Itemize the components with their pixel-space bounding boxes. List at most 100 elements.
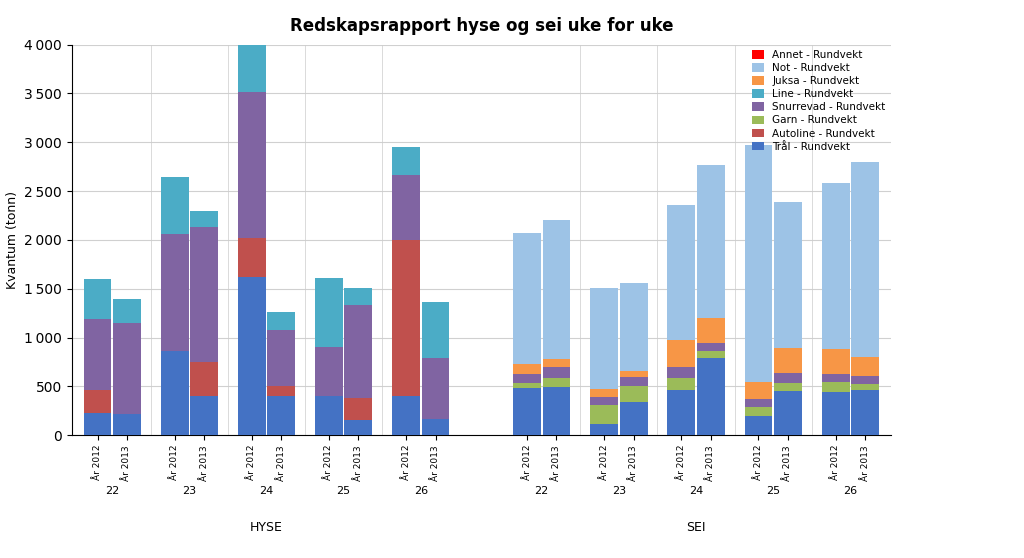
Bar (267, 396, 295, 435)
Text: 26: 26 (843, 486, 857, 496)
Bar (744, 399, 772, 407)
Bar (238, 39, 266, 92)
Bar (744, 382, 772, 399)
Text: HYSE: HYSE (250, 521, 283, 534)
Bar (590, 389, 618, 397)
Text: 26: 26 (414, 486, 428, 496)
Bar (190, 210, 218, 227)
Text: 24: 24 (259, 486, 273, 496)
Text: 25: 25 (337, 486, 351, 496)
Bar (190, 227, 218, 362)
Bar (668, 205, 695, 339)
Text: SEI: SEI (686, 521, 706, 534)
Bar (590, 288, 618, 389)
Bar (392, 175, 420, 240)
Bar (774, 373, 802, 383)
Text: 25: 25 (766, 486, 780, 496)
Bar (238, 238, 266, 277)
Bar (113, 299, 141, 323)
Text: 23: 23 (182, 486, 197, 496)
Text: 24: 24 (689, 486, 703, 496)
Bar (851, 376, 879, 384)
Bar (513, 364, 541, 374)
Bar (238, 92, 266, 238)
Bar (113, 414, 141, 435)
Bar (774, 383, 802, 391)
Bar (590, 425, 618, 435)
Bar (84, 279, 112, 319)
Bar (696, 165, 725, 318)
Bar (821, 374, 850, 382)
Bar (696, 352, 725, 358)
Bar (774, 348, 802, 373)
Bar (543, 367, 570, 378)
Bar (620, 377, 647, 386)
Bar (422, 302, 450, 358)
Bar (620, 402, 647, 435)
Bar (315, 396, 343, 435)
Bar (161, 234, 188, 352)
Bar (851, 391, 879, 435)
Bar (161, 352, 188, 435)
Bar (590, 397, 618, 405)
Bar (84, 391, 112, 413)
Bar (422, 358, 450, 418)
Bar (590, 405, 618, 425)
Bar (392, 147, 420, 175)
Bar (84, 319, 112, 391)
Bar (513, 374, 541, 383)
Bar (543, 359, 570, 367)
Bar (422, 418, 450, 435)
Bar (513, 388, 541, 435)
Text: 23: 23 (611, 486, 626, 496)
Bar (821, 382, 850, 392)
Bar (161, 177, 188, 234)
Bar (113, 323, 141, 414)
Bar (851, 162, 879, 357)
Bar (696, 343, 725, 352)
Title: Redskapsrapport hyse og sei uke for uke: Redskapsrapport hyse og sei uke for uke (290, 17, 673, 35)
Bar (84, 413, 112, 435)
Bar (821, 392, 850, 435)
Text: 22: 22 (105, 486, 120, 496)
Bar (392, 240, 420, 396)
Bar (851, 357, 879, 376)
Bar (696, 318, 725, 344)
Bar (392, 396, 420, 435)
Bar (190, 396, 218, 435)
Bar (620, 371, 647, 377)
Bar (744, 145, 772, 382)
Bar (267, 330, 295, 386)
Bar (513, 383, 541, 388)
Bar (190, 362, 218, 396)
Bar (668, 339, 695, 367)
Bar (668, 378, 695, 391)
Bar (513, 233, 541, 364)
Bar (315, 347, 343, 396)
Bar (543, 387, 570, 435)
Bar (696, 358, 725, 435)
Bar (543, 378, 570, 387)
Bar (620, 283, 647, 371)
Bar (774, 202, 802, 348)
Bar (774, 391, 802, 435)
Bar (821, 349, 850, 374)
Bar (668, 367, 695, 378)
Bar (344, 420, 373, 435)
Y-axis label: Kvantum (tonn): Kvantum (tonn) (5, 191, 18, 289)
Bar (267, 312, 295, 330)
Bar (238, 277, 266, 435)
Bar (668, 391, 695, 435)
Bar (744, 407, 772, 416)
Bar (267, 387, 295, 396)
Bar (344, 398, 373, 420)
Bar (344, 305, 373, 398)
Bar (851, 384, 879, 391)
Bar (315, 278, 343, 347)
Bar (620, 386, 647, 402)
Bar (744, 416, 772, 435)
Bar (543, 220, 570, 359)
Bar (821, 183, 850, 349)
Legend: Annet - Rundvekt, Not - Rundvekt, Juksa - Rundvekt, Line - Rundvekt, Snurrevad -: Annet - Rundvekt, Not - Rundvekt, Juksa … (752, 50, 886, 152)
Text: 22: 22 (535, 486, 549, 496)
